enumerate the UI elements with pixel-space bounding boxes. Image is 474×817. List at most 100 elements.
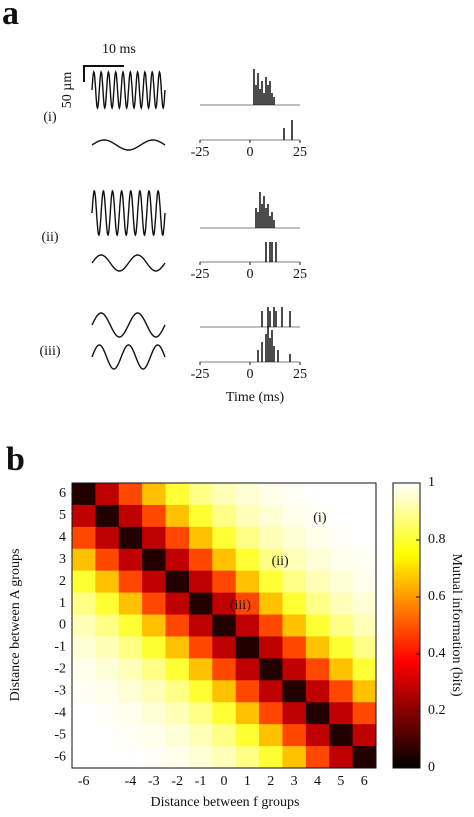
y-tick-label: 3 (59, 552, 66, 567)
heatmap-cell (165, 636, 190, 659)
heatmap-cell (305, 592, 330, 616)
heatmap-cell (212, 548, 237, 572)
x-tick-label: 4 (314, 774, 321, 789)
heatmap-cell (212, 614, 237, 637)
heatmap-cell (259, 548, 283, 572)
heatmap-cell (142, 483, 167, 506)
heatmap-cell (72, 526, 96, 550)
heatmap-cell (282, 592, 307, 616)
y-tick-label: -3 (54, 683, 66, 698)
heatmap-cell (329, 658, 354, 681)
heatmap-cell (95, 680, 120, 703)
heatmap-cell (329, 636, 354, 659)
heatmap-cell (259, 526, 283, 550)
colorbar-tick-label: 0.2 (428, 703, 446, 718)
heatmap-cell (329, 483, 354, 506)
x-tick-label: -6 (78, 774, 90, 789)
heatmap-cell (95, 570, 120, 594)
heatmap-cell (212, 526, 237, 550)
heatmap-cell (235, 636, 260, 659)
heatmap-cell (142, 614, 167, 637)
heatmap-cell (305, 483, 330, 506)
x-tick-label: -25 (191, 367, 210, 382)
heatmap-cell (329, 526, 354, 550)
y-tick-label: 1 (59, 596, 66, 611)
heatmap-cell (188, 636, 213, 659)
heatmap-cell (118, 526, 143, 550)
y-tick-label: -1 (54, 640, 66, 655)
x-tick-label: 5 (337, 774, 344, 789)
heatmap-cell (352, 526, 377, 550)
y-tick-label: 0 (59, 618, 66, 633)
stimulus-wave (91, 312, 166, 338)
heatmap-cell (118, 570, 143, 594)
heatmap-cell (352, 614, 377, 637)
heatmap-cell (165, 526, 190, 550)
heatmap-cell (259, 746, 283, 769)
heatmap-cell (118, 658, 143, 681)
plot-frame (71, 482, 377, 769)
heatmap-cell (282, 680, 307, 703)
heatmap-cell (95, 702, 120, 725)
x-axis-label: Time (ms) (226, 390, 285, 405)
heatmap-cell (142, 504, 167, 528)
heatmap-cell (352, 636, 377, 659)
x-tick-label: 25 (293, 145, 307, 160)
heatmap-cell (188, 526, 213, 550)
stimulus-wave (91, 70, 166, 110)
heatmap-cell (95, 636, 120, 659)
annotation: (i) (313, 510, 327, 525)
heatmap-cell (118, 614, 143, 637)
heatmap-cell (142, 658, 167, 681)
x-tick-label: 0 (247, 367, 254, 382)
heatmap-cell (142, 680, 167, 703)
heatmap-cell (118, 636, 143, 659)
heatmap-cell (188, 702, 213, 725)
heatmap-cell (329, 746, 354, 769)
time-scale: 10 ms (102, 42, 136, 57)
x-tick-label: 3 (291, 774, 298, 789)
colorbar (392, 482, 421, 769)
heatmap-cell (165, 592, 190, 616)
heatmap-cell (212, 724, 237, 747)
heatmap-cell (95, 592, 120, 616)
heatmap-cell (165, 504, 190, 528)
heatmap-cell (235, 592, 260, 616)
amplitude-scale: 50 µm (60, 72, 75, 109)
y-tick-label: 5 (59, 508, 66, 523)
y-tick-label: 6 (59, 486, 66, 501)
colorbar-tick-label: 0.8 (428, 532, 446, 547)
heatmap-cell (235, 746, 260, 769)
heatmap-cell (72, 483, 96, 506)
colorbar-label: Mutual information (bits) (449, 553, 464, 696)
heatmap-cell (212, 570, 237, 594)
heatmap-cell (142, 724, 167, 747)
heatmap-cell (235, 614, 260, 637)
heatmap-cell (72, 658, 96, 681)
heatmap-cell (118, 746, 143, 769)
heatmap-cell (142, 526, 167, 550)
y-axis-label: Distance between A groups (8, 549, 23, 702)
heatmap-cell (259, 483, 283, 506)
heatmap-cell (188, 570, 213, 594)
heatmap-cell (165, 614, 190, 637)
heatmap-cell (235, 680, 260, 703)
stimulus-wave (91, 189, 166, 237)
heatmap-cell (305, 702, 330, 725)
heatmap-cell (188, 614, 213, 637)
heatmap-cell (165, 702, 190, 725)
heatmap-cell (259, 680, 283, 703)
x-tick-label: 0 (221, 774, 228, 789)
heatmap-cell (329, 548, 354, 572)
x-tick-label: 1 (244, 774, 251, 789)
heatmap-cell (305, 636, 330, 659)
y-tick-label: 2 (59, 574, 66, 589)
heatmap-cell (188, 680, 213, 703)
heatmap-cell (329, 724, 354, 747)
heatmap-cell (165, 570, 190, 594)
heatmap-cell (282, 614, 307, 637)
heatmap-cell (235, 570, 260, 594)
x-tick-label: -2 (171, 774, 183, 789)
heatmap-cell (282, 658, 307, 681)
heatmap-cell (72, 614, 96, 637)
